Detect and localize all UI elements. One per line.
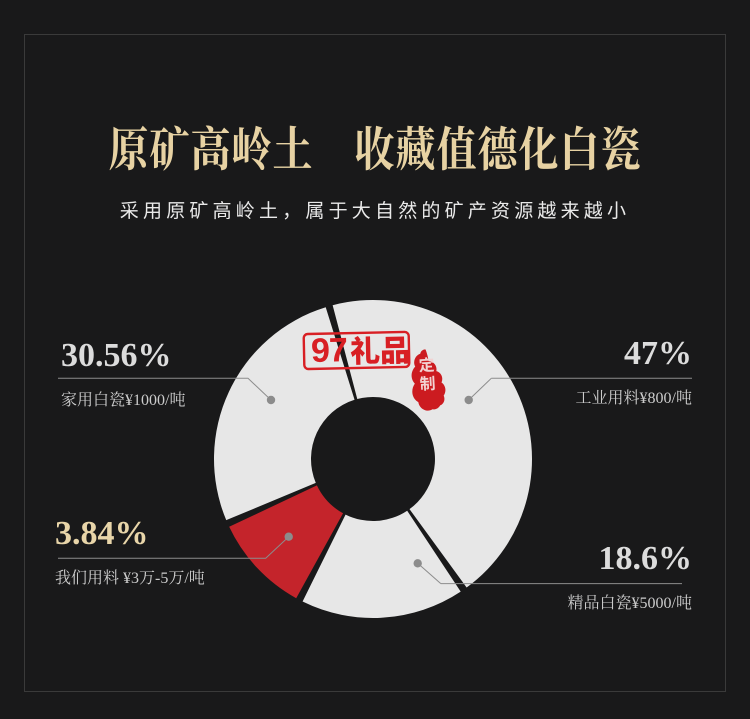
svg-text:制: 制	[419, 371, 436, 395]
